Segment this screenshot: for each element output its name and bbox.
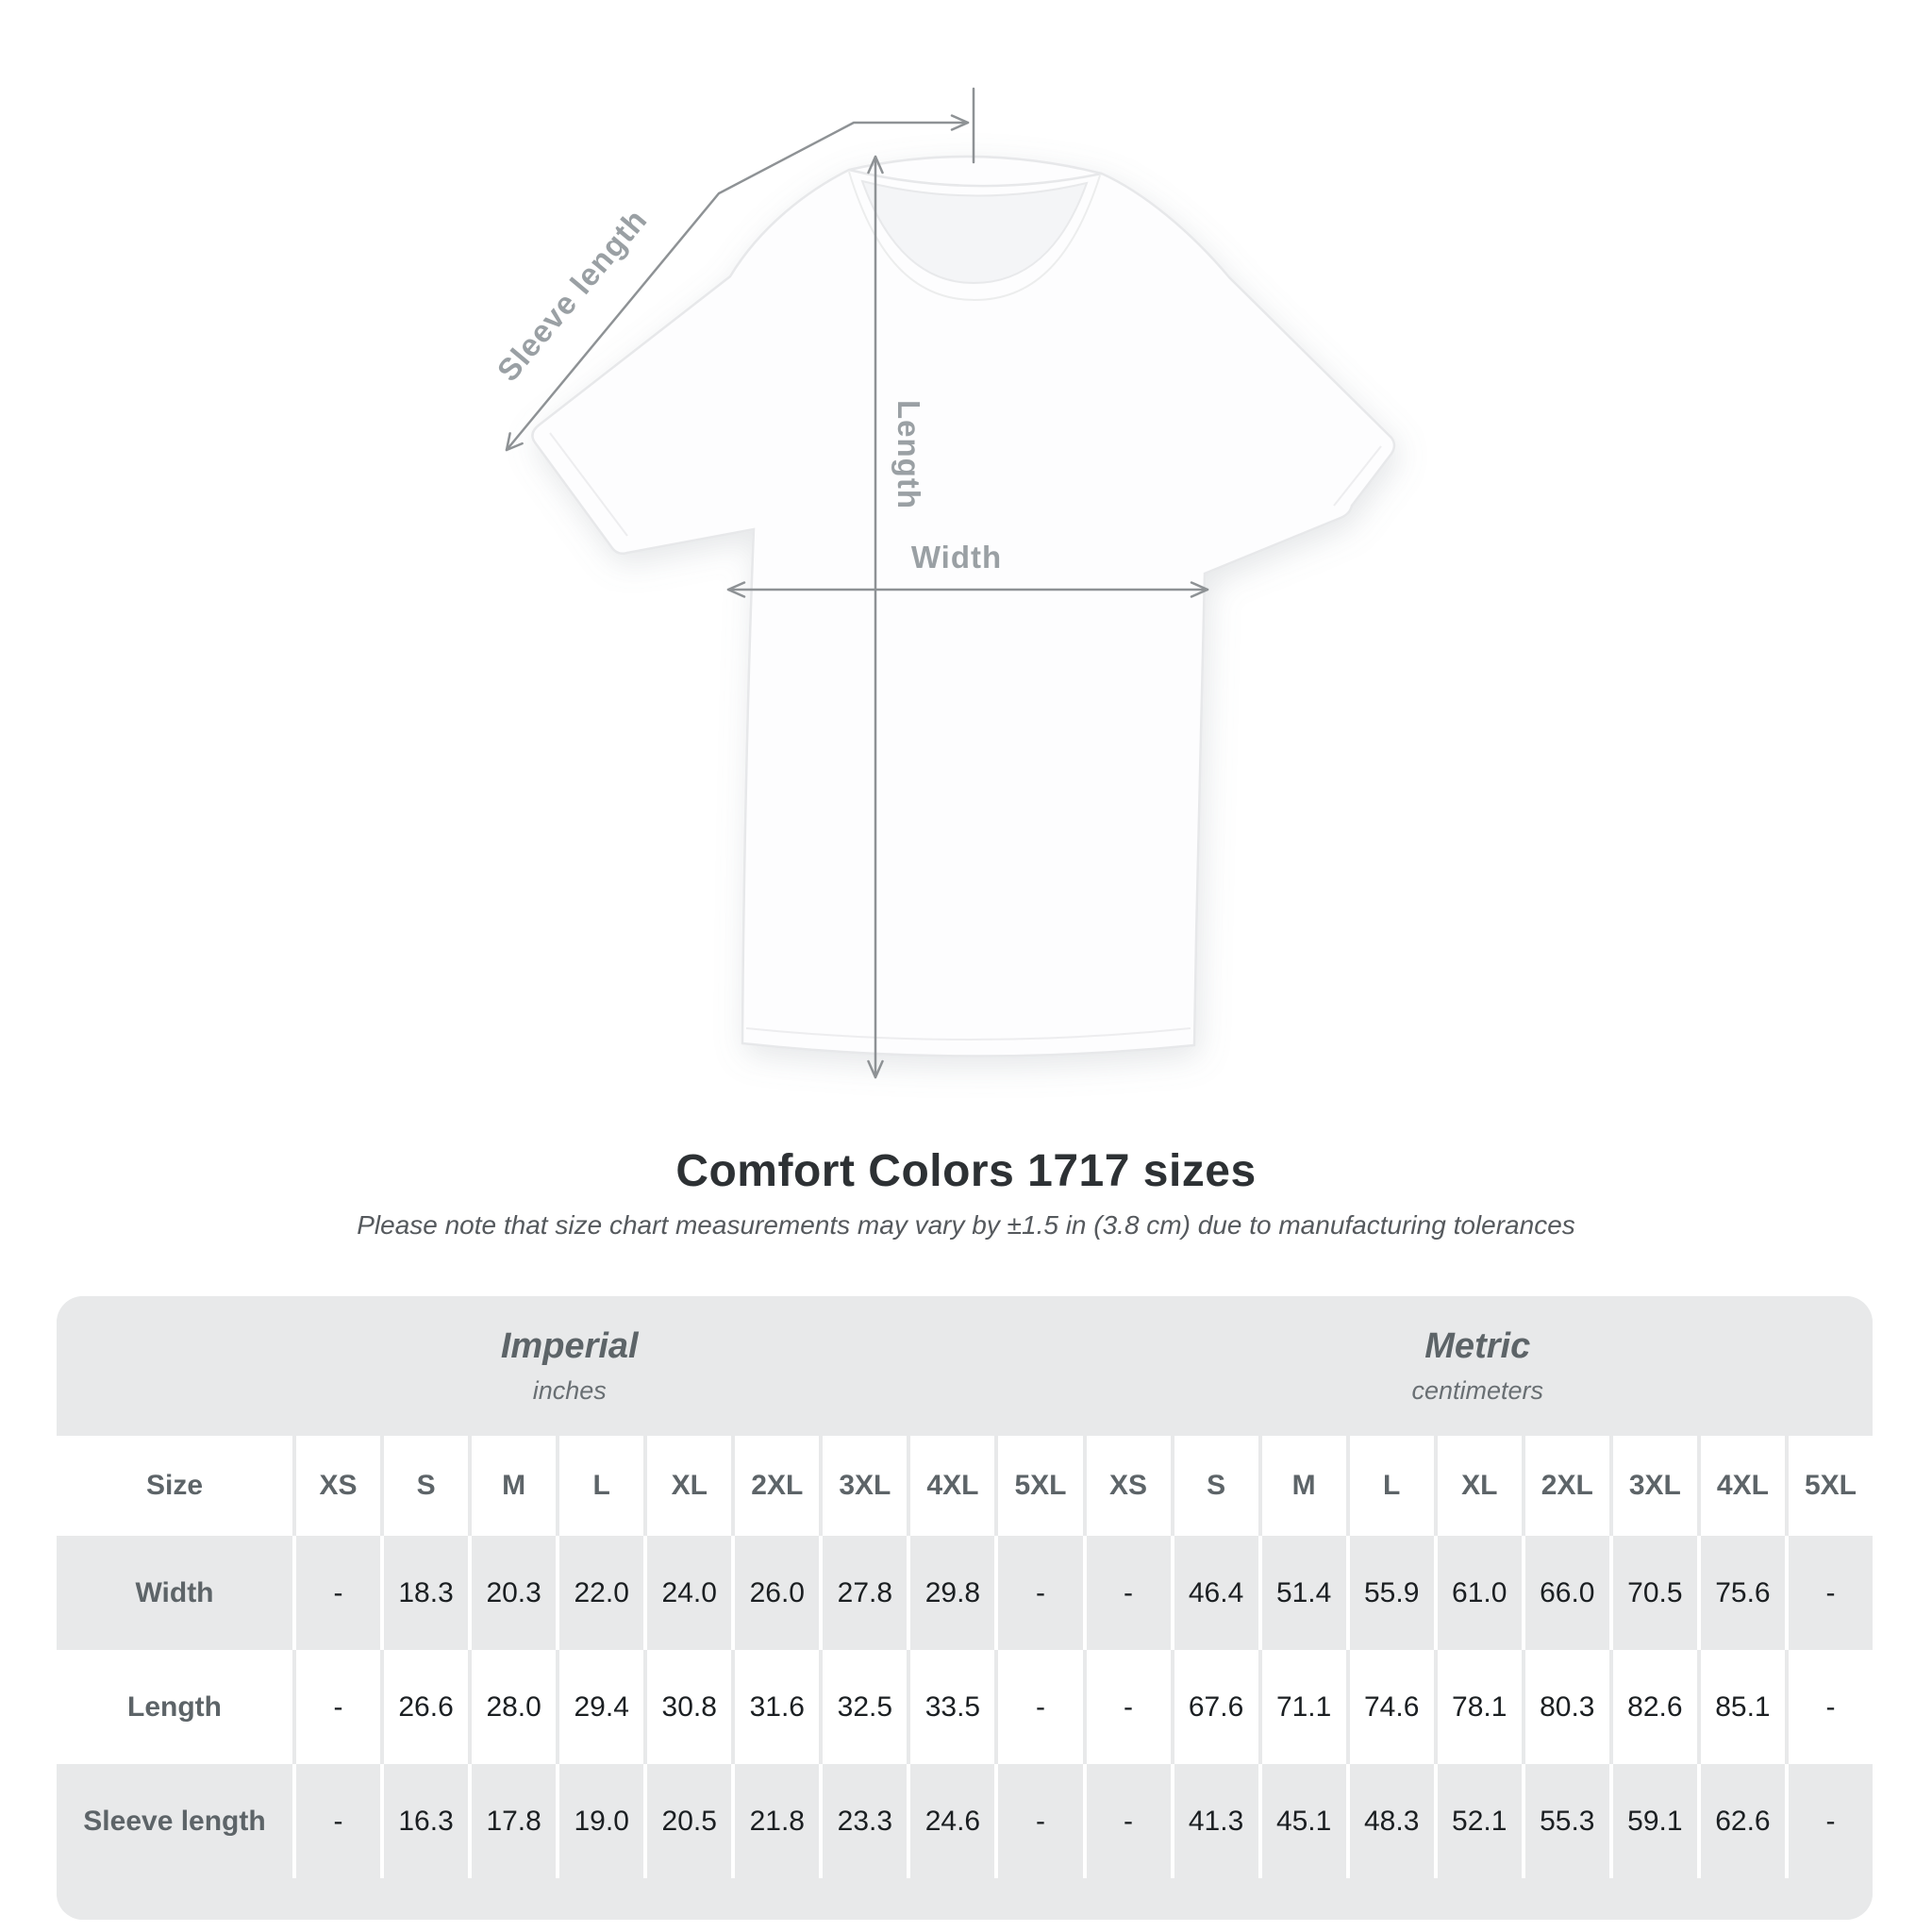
width-metric-3xl: 70.5 [1608, 1536, 1697, 1650]
sleeve-imperial-2xl: 21.8 [731, 1764, 820, 1878]
width-metric-m: 51.4 [1257, 1536, 1346, 1650]
width-metric-s: 46.4 [1170, 1536, 1258, 1650]
col-header-imperial-s: S [380, 1436, 469, 1536]
sleeve-imperial-m: 17.8 [468, 1764, 557, 1878]
width-metric-2xl: 66.0 [1521, 1536, 1609, 1650]
length-metric-m: 71.1 [1257, 1650, 1346, 1764]
width-imperial-xl: 24.0 [643, 1536, 732, 1650]
size-header-row: Size XS S M L XL 2XL 3XL 4XL 5XL XS S M … [57, 1436, 1873, 1536]
col-header-metric-xs: XS [1082, 1436, 1171, 1536]
size-table: Imperial inches Metric centimeters Size … [57, 1296, 1873, 1920]
length-imperial-xl: 30.8 [643, 1650, 732, 1764]
table-bottom-pad [57, 1878, 1873, 1920]
col-header-metric-xl: XL [1433, 1436, 1522, 1536]
sleeve-length-arrow [505, 87, 975, 452]
col-header-imperial-m: M [468, 1436, 557, 1536]
unit-header-row: Imperial inches Metric centimeters [57, 1296, 1873, 1436]
length-imperial-s: 26.6 [380, 1650, 469, 1764]
sleeve-metric-s: 41.3 [1170, 1764, 1258, 1878]
length-metric-xs: - [1082, 1650, 1171, 1764]
width-arrow [726, 581, 1209, 598]
width-imperial-l: 22.0 [556, 1536, 644, 1650]
imperial-unit-label: inches [532, 1376, 607, 1405]
tolerance-note: Please note that size chart measurements… [357, 1210, 1575, 1240]
tshirt-measurement-diagram: Sleeve length Length Width [490, 87, 1396, 1079]
sleeve-imperial-5xl: - [994, 1764, 1083, 1878]
sleeve-imperial-s: 16.3 [380, 1764, 469, 1878]
length-metric-4xl: 85.1 [1696, 1650, 1785, 1764]
length-metric-l: 74.6 [1345, 1650, 1434, 1764]
sleeve-imperial-xs: - [292, 1764, 381, 1878]
length-metric-2xl: 80.3 [1521, 1650, 1609, 1764]
length-imperial-4xl: 33.5 [907, 1650, 995, 1764]
sleeve-imperial-3xl: 23.3 [819, 1764, 908, 1878]
metric-unit-label: centimeters [1411, 1376, 1544, 1405]
col-header-metric-2xl: 2XL [1521, 1436, 1609, 1536]
width-imperial-s: 18.3 [380, 1536, 469, 1650]
tshirt-graphic [531, 155, 1396, 1058]
col-header-metric-3xl: 3XL [1608, 1436, 1697, 1536]
col-header-metric-s: S [1170, 1436, 1258, 1536]
length-row: Length - 26.6 28.0 29.4 30.8 31.6 32.5 3… [57, 1650, 1873, 1764]
sleeve-metric-m: 45.1 [1257, 1764, 1346, 1878]
length-imperial-2xl: 31.6 [731, 1650, 820, 1764]
row-label-width: Width [57, 1536, 292, 1650]
length-label: Length [891, 400, 926, 509]
metric-header: Metric centimeters [1082, 1296, 1873, 1436]
width-imperial-2xl: 26.0 [731, 1536, 820, 1650]
length-arrow [867, 155, 884, 1079]
sleeve-imperial-l: 19.0 [556, 1764, 644, 1878]
row-label-length: Length [57, 1650, 292, 1764]
sleeve-metric-l: 48.3 [1345, 1764, 1434, 1878]
length-metric-3xl: 82.6 [1608, 1650, 1697, 1764]
length-imperial-3xl: 32.5 [819, 1650, 908, 1764]
width-label: Width [911, 540, 1002, 575]
size-column-header: Size [57, 1436, 292, 1536]
length-imperial-l: 29.4 [556, 1650, 644, 1764]
sleeve-metric-4xl: 62.6 [1696, 1764, 1785, 1878]
col-header-imperial-4xl: 4XL [907, 1436, 995, 1536]
width-metric-5xl: - [1784, 1536, 1873, 1650]
col-header-imperial-l: L [556, 1436, 644, 1536]
col-header-imperial-xl: XL [643, 1436, 732, 1536]
row-label-sleeve-length: Sleeve length [57, 1764, 292, 1878]
sleeve-metric-3xl: 59.1 [1608, 1764, 1697, 1878]
length-imperial-xs: - [292, 1650, 381, 1764]
length-imperial-m: 28.0 [468, 1650, 557, 1764]
sleeve-metric-2xl: 55.3 [1521, 1764, 1609, 1878]
width-imperial-m: 20.3 [468, 1536, 557, 1650]
imperial-label: Imperial [500, 1326, 639, 1366]
sleeve-metric-xl: 52.1 [1433, 1764, 1522, 1878]
imperial-header: Imperial inches [57, 1296, 1083, 1436]
width-metric-xs: - [1082, 1536, 1171, 1650]
width-imperial-xs: - [292, 1536, 381, 1650]
width-metric-xl: 61.0 [1433, 1536, 1522, 1650]
col-header-imperial-2xl: 2XL [731, 1436, 820, 1536]
col-header-metric-l: L [1345, 1436, 1434, 1536]
sleeve-metric-xs: - [1082, 1764, 1171, 1878]
sleeve-imperial-4xl: 24.6 [907, 1764, 995, 1878]
sleeve-metric-5xl: - [1784, 1764, 1873, 1878]
col-header-imperial-5xl: 5XL [994, 1436, 1083, 1536]
col-header-imperial-3xl: 3XL [819, 1436, 908, 1536]
length-metric-xl: 78.1 [1433, 1650, 1522, 1764]
metric-label: Metric [1424, 1326, 1531, 1366]
sleeve-length-row: Sleeve length - 16.3 17.8 19.0 20.5 21.8… [57, 1764, 1873, 1878]
col-header-metric-m: M [1257, 1436, 1346, 1536]
width-imperial-3xl: 27.8 [819, 1536, 908, 1650]
width-metric-l: 55.9 [1345, 1536, 1434, 1650]
sleeve-imperial-xl: 20.5 [643, 1764, 732, 1878]
col-header-metric-4xl: 4XL [1696, 1436, 1785, 1536]
length-imperial-5xl: - [994, 1650, 1083, 1764]
col-header-imperial-xs: XS [292, 1436, 381, 1536]
page-title: Comfort Colors 1717 sizes [675, 1146, 1257, 1196]
col-header-metric-5xl: 5XL [1784, 1436, 1873, 1536]
width-imperial-4xl: 29.8 [907, 1536, 995, 1650]
length-metric-5xl: - [1784, 1650, 1873, 1764]
width-metric-4xl: 75.6 [1696, 1536, 1785, 1650]
width-imperial-5xl: - [994, 1536, 1083, 1650]
length-metric-s: 67.6 [1170, 1650, 1258, 1764]
width-row: Width - 18.3 20.3 22.0 24.0 26.0 27.8 29… [57, 1536, 1873, 1650]
